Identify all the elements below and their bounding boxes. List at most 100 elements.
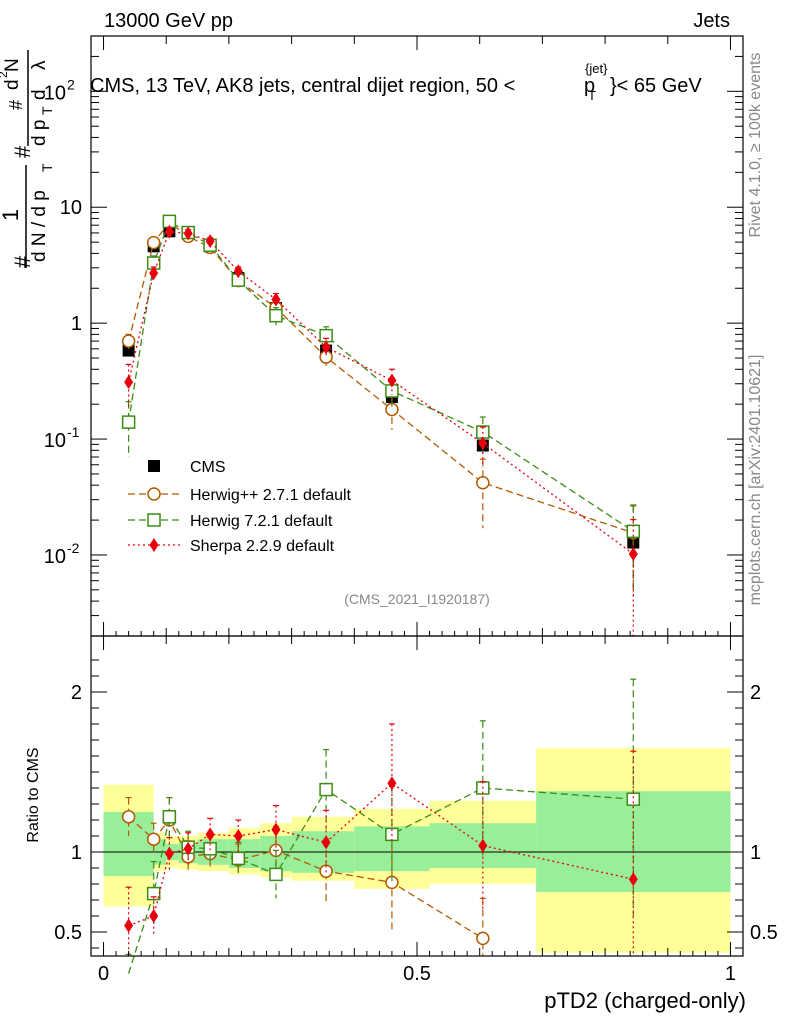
svg-text:10: 10 (44, 430, 66, 452)
data-point (146, 235, 161, 250)
y-tick-label: 10 -1 (44, 424, 80, 452)
legend-item-3: Sherpa 2.2.9 default (128, 538, 335, 555)
x-tick-label: 0 (98, 963, 109, 985)
ratio-point (146, 832, 161, 846)
data-point (628, 546, 638, 561)
main-frame (90, 35, 744, 637)
legend-label: Herwig++ 2.7.1 default (190, 487, 352, 504)
x-tick-label: 1 (725, 963, 736, 985)
ratio-point (387, 776, 397, 791)
data-point (321, 340, 331, 355)
series-2 (121, 214, 641, 590)
ratio-point (269, 867, 283, 882)
header-right: Jets (693, 10, 730, 32)
ratio-point (626, 792, 641, 806)
header-left: 13000 GeV pp (104, 10, 233, 32)
svg-text:d: d (29, 89, 50, 100)
legend-marker (147, 487, 161, 501)
ratio-point (149, 909, 159, 923)
svg-text:{jet}: {jet} (585, 61, 608, 76)
ratio-y-tick-label-right: 1 (750, 842, 761, 864)
svg-text:#: # (6, 100, 26, 110)
data-point (271, 292, 281, 307)
rivet-label: Rivet 4.1.0, ≥ 100k events (747, 53, 764, 238)
ratio-point (162, 810, 177, 824)
ratio-point (205, 827, 215, 842)
y-tick-label: 10 (60, 197, 82, 219)
data-point (233, 264, 243, 279)
data-point (149, 266, 159, 281)
data-point (164, 224, 174, 239)
legend-label: CMS (190, 459, 226, 476)
ratio-point (183, 841, 193, 856)
svg-text:T: T (588, 88, 596, 103)
ratio-point (476, 931, 490, 946)
ratio-line-0 (128, 816, 484, 939)
ratio-point (231, 851, 246, 866)
ratio-point (124, 918, 134, 933)
series-line-2 (127, 220, 634, 532)
data-point (121, 415, 136, 429)
data-point (183, 226, 193, 241)
svg-text:10: 10 (60, 197, 82, 219)
svg-text:1: 1 (0, 209, 23, 221)
svg-text:d p: d p (29, 120, 50, 146)
svg-text:}< 65 GeV: }< 65 GeV (610, 75, 702, 97)
ratio-point (233, 829, 243, 843)
svg-text:λ: λ (29, 60, 50, 70)
data-point (124, 375, 134, 390)
y-tick-label: 10 -2 (44, 540, 80, 568)
ratio-point (628, 872, 638, 887)
x-axis-label: pTD2 (charged-only) (544, 988, 746, 1013)
data-point (269, 308, 283, 323)
y-tick-label: 10 2 (44, 76, 75, 104)
svg-text:-2: -2 (67, 540, 80, 556)
ratio-series-2 (124, 723, 638, 956)
chart-title: CMS, 13 TeV, AK8 jets, central dijet reg… (90, 61, 702, 103)
svg-text:N: N (2, 58, 23, 72)
data-point (205, 234, 215, 249)
ratio-y-tick-label-left: 0.5 (54, 922, 82, 944)
svg-text:CMS, 13 TeV, AK8 jets, central: CMS, 13 TeV, AK8 jets, central dijet reg… (90, 75, 515, 97)
main-y-axis-label: # 1 d N / d p T # # d 2 N d p T d λ (0, 50, 55, 268)
svg-text:-1: -1 (67, 424, 80, 440)
legend-label: Sherpa 2.2.9 default (190, 538, 335, 555)
svg-text:10: 10 (44, 546, 66, 568)
y-tick-label: 1 (71, 313, 82, 335)
svg-text:#: # (10, 255, 35, 268)
ratio-y-tick-label-right: 2 (750, 682, 761, 704)
ratio-y-axis-label: Ratio to CMS (25, 747, 42, 842)
ratio-y-tick-label-right: 0.5 (750, 922, 778, 944)
series-0 (122, 225, 640, 556)
data-point (387, 373, 397, 388)
svg-text:2: 2 (0, 71, 10, 78)
legend-item-2: Herwig 7.2.1 default (128, 513, 333, 530)
svg-text:T: T (39, 163, 55, 172)
legend-marker (149, 538, 159, 552)
x-tick-label: 0.5 (403, 963, 431, 985)
data-point (122, 344, 135, 357)
ratio-point (321, 835, 331, 850)
svg-text:d N / d p: d N / d p (29, 190, 50, 262)
data-point (476, 475, 490, 490)
ratio-point (319, 782, 333, 797)
ratio-point (478, 838, 488, 853)
svg-text:T: T (39, 106, 55, 115)
legend-item-0: CMS (148, 459, 226, 476)
svg-text:p: p (584, 75, 595, 97)
ratio-line-1 (127, 787, 634, 974)
legend-label: Herwig 7.2.1 default (190, 513, 333, 530)
ratio-y-tick-label-left: 1 (71, 842, 82, 864)
svg-text:10: 10 (44, 82, 66, 104)
data-point (121, 334, 136, 348)
ratio-y-tick-label-left: 2 (71, 682, 82, 704)
data-point (478, 436, 488, 451)
svg-text:d: d (2, 79, 23, 90)
legend-marker (148, 460, 160, 472)
svg-text:1: 1 (71, 313, 82, 335)
analysis-tag: (CMS_2021_I1920187) (344, 591, 490, 607)
ratio-point (121, 810, 136, 824)
ratio-point (271, 822, 281, 837)
svg-text:#: # (10, 145, 35, 158)
